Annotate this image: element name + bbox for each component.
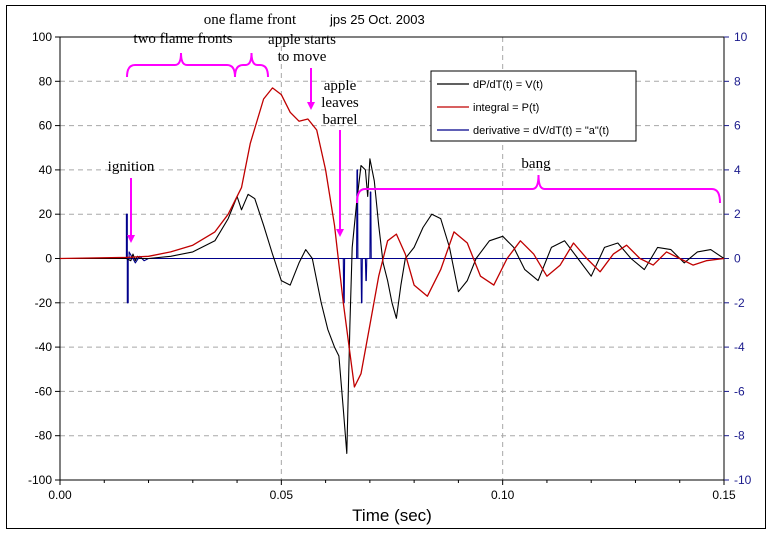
right-tick-label: -6	[734, 384, 745, 398]
right-tick-label: 0	[734, 252, 741, 266]
annotation-brace	[356, 174, 721, 204]
series-group	[59, 87, 725, 454]
x-tick-label: 0.10	[491, 488, 515, 502]
right-tick-label: 4	[734, 163, 741, 177]
x-tick-label: 0.15	[712, 488, 736, 502]
legend-label: derivative = dV/dT(t) = "a"(t)	[473, 125, 609, 137]
legend: dP/dT(t) = V(t) integral = P(t) derivative…	[430, 70, 637, 142]
legend-box	[430, 70, 637, 142]
annotation-text: leaves	[321, 95, 359, 111]
left-tick-label: -20	[35, 296, 53, 310]
left-tick-label: 20	[39, 207, 53, 221]
annotation-arrowhead	[307, 102, 315, 110]
right-tick-label: 10	[734, 30, 748, 44]
chart-frame	[6, 5, 766, 529]
x-axis-label: Time (sec)	[352, 506, 432, 525]
annotation-text: to move	[278, 49, 327, 65]
series-line-1	[59, 87, 725, 388]
x-tick-label: 0.00	[48, 488, 72, 502]
right-tick-label: -8	[734, 429, 745, 443]
annotation-brace	[126, 52, 236, 78]
left-tick-label: 40	[39, 163, 53, 177]
right-tick-label: -10	[734, 473, 752, 487]
x-tick-label: 0.05	[270, 488, 294, 502]
annotation-text: apple starts	[268, 32, 336, 48]
annotation-text: bang	[521, 156, 551, 172]
right-tick-label: -2	[734, 296, 745, 310]
legend-label: dP/dT(t) = V(t)	[473, 79, 543, 91]
left-tick-label: 80	[39, 74, 53, 88]
annotations: ignition two flame fronts one flame front a…	[108, 12, 721, 243]
annotation-brace	[234, 52, 269, 78]
annotation-text: ignition	[108, 159, 155, 175]
annotation-text: barrel	[323, 112, 358, 128]
right-tick-label: -4	[734, 340, 745, 354]
legend-label: integral = P(t)	[473, 102, 539, 114]
annotation-text: two flame fronts	[133, 31, 232, 47]
x-axis-ticks: 0.00 0.05 0.10 0.15	[48, 480, 736, 502]
series-line-2	[60, 169, 724, 304]
left-tick-label: 60	[39, 119, 53, 133]
left-axis-ticks: -100 -80 -60 -40 -20 0 20 40 60 80 100	[28, 30, 60, 487]
annotation-text: apple	[324, 78, 357, 94]
left-tick-label: 100	[32, 30, 52, 44]
annotation-arrowhead	[127, 235, 135, 243]
author-date-stamp: jps 25 Oct. 2003	[329, 12, 425, 27]
left-tick-label: 0	[45, 252, 52, 266]
annotation-arrowhead	[336, 229, 344, 237]
right-tick-label: 6	[734, 119, 741, 133]
right-tick-label: 8	[734, 74, 741, 88]
annotation-text: one flame front	[204, 12, 297, 28]
left-tick-label: -60	[35, 384, 53, 398]
right-axis-ticks: -10 -8 -6 -4 -2 0 2 4 6 8 10	[724, 30, 752, 487]
right-tick-label: 2	[734, 207, 741, 221]
left-tick-label: -80	[35, 429, 53, 443]
left-tick-label: -40	[35, 340, 53, 354]
series-line-0	[60, 158, 725, 454]
left-tick-label: -100	[28, 473, 52, 487]
